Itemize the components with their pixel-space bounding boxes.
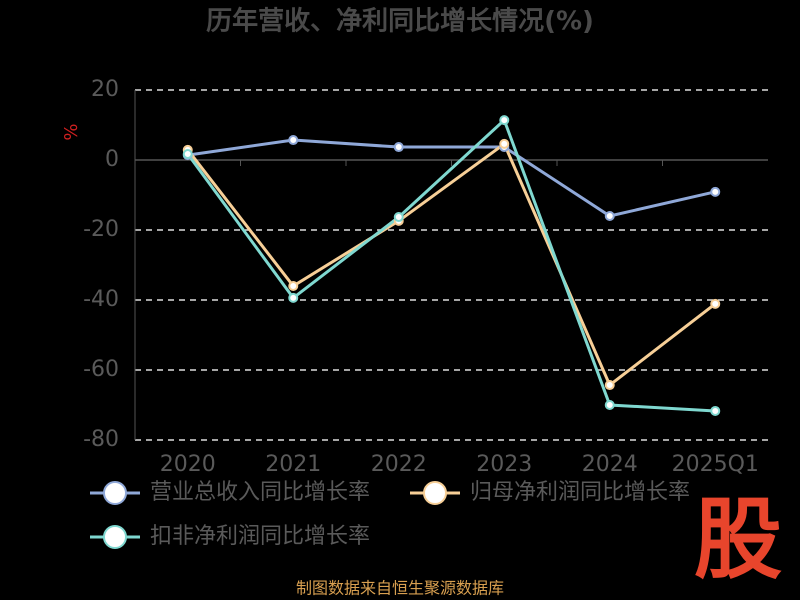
point [288,292,299,303]
y-axis-label: % [61,123,82,140]
point [604,380,615,391]
legend-marker [103,481,127,505]
point [499,115,510,126]
point [499,138,510,149]
x-tick-label: 2024 [582,452,638,477]
point [288,135,299,146]
x-tick-label: 2021 [265,452,321,477]
series-line [186,141,717,388]
footer: 制图数据来自恒生聚源数据库 [296,579,504,598]
series-line [187,138,716,218]
logo: 股 [694,488,782,591]
point [710,186,721,197]
point [288,281,299,291]
point [393,142,404,153]
chart-title: 历年营收、净利同比增长情况(%) [206,6,594,37]
x-tick-label: 2022 [371,452,427,477]
series-line [186,117,716,413]
point [393,212,404,223]
point [604,211,615,221]
y-tick-label: -40 [83,287,119,312]
legend-label[interactable]: 扣非净利润同比增长率 [150,524,370,549]
legend-label[interactable]: 归母净利润同比增长率 [470,480,690,505]
y-tick-label: 20 [91,77,119,102]
y-tick-label: 0 [105,147,119,172]
point [710,298,721,309]
point [182,149,193,160]
y-tick-label: -60 [83,357,119,382]
legend-label[interactable]: 营业总收入同比增长率 [150,480,370,505]
y-tick-label: -20 [83,217,119,242]
legend-marker [423,481,447,505]
x-tick-label: 2025Q1 [672,452,759,477]
point [604,400,615,410]
x-tick-label: 2023 [476,452,532,477]
point [710,405,721,416]
y-tick-label: -80 [83,427,119,452]
x-tick-label: 2020 [160,452,216,477]
legend-marker [103,525,127,549]
